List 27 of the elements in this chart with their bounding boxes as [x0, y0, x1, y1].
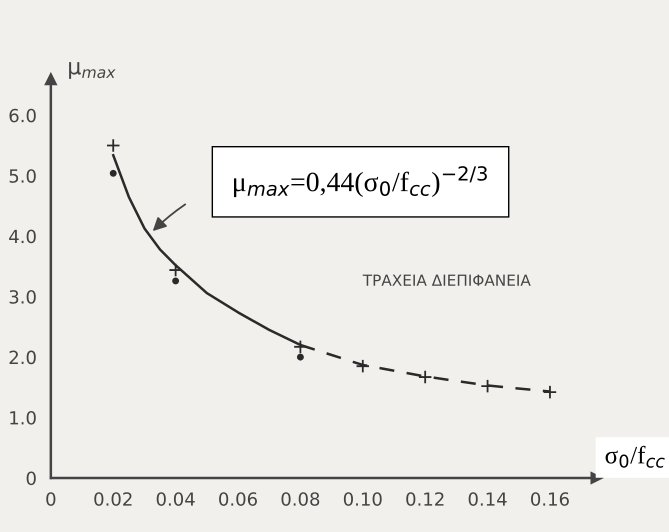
x-tick-label: 0 [46, 492, 56, 506]
x-tick-label: 0.06 [219, 492, 257, 506]
point [356, 359, 370, 374]
x-tick-label: 0.04 [156, 492, 195, 506]
annotation: ΤΡΑΧΕΙΑ ΔΙΕΠΙΦΑΝΕΙΑ [362, 274, 531, 286]
point [110, 170, 117, 177]
y-tick-label: 5.0 [10, 169, 36, 183]
point [296, 354, 304, 361]
point [106, 138, 120, 153]
annotation: μ$_{max}$=0,44(σ$_{0}$/f$_{cc}$)$^{−2/3}$ [234, 166, 487, 198]
y-tick-label: 1.0 [10, 411, 36, 425]
point [542, 385, 558, 400]
x-tick-label: 0.08 [281, 492, 320, 506]
x-axis-title: σ$_{0}$/f$_{cc}$ [606, 446, 665, 468]
y-axis-title: μ$_{max}$ [69, 62, 116, 79]
x-tick-label: 0.02 [94, 492, 132, 506]
point [418, 370, 432, 384]
x-tick-label: 0.16 [531, 492, 569, 506]
point [172, 277, 180, 284]
y-tick-label: 2.0 [10, 350, 36, 364]
y-tick-label: 6.0 [10, 108, 36, 122]
y-tick-label: 3.0 [10, 290, 36, 304]
x-tick-label: 0.10 [344, 492, 382, 506]
x-tick-label: 0.14 [468, 492, 507, 506]
x-tick-label: 0.12 [406, 492, 444, 506]
y-tick-label: 0 [26, 471, 36, 486]
y-tick-label: 4.0 [9, 230, 36, 244]
